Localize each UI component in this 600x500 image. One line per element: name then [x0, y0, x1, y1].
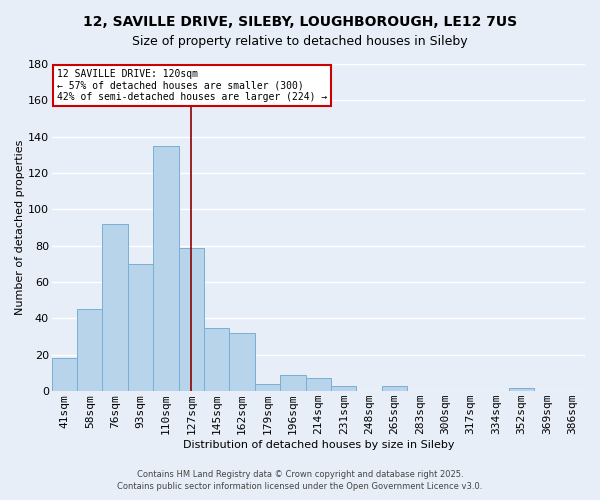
Bar	[128, 264, 153, 391]
Text: 12 SAVILLE DRIVE: 120sqm
← 57% of detached houses are smaller (300)
42% of semi-: 12 SAVILLE DRIVE: 120sqm ← 57% of detach…	[57, 69, 327, 102]
Bar	[77, 310, 103, 391]
Bar	[331, 386, 356, 391]
Bar	[382, 386, 407, 391]
Text: 12, SAVILLE DRIVE, SILEBY, LOUGHBOROUGH, LE12 7US: 12, SAVILLE DRIVE, SILEBY, LOUGHBOROUGH,…	[83, 15, 517, 29]
Bar	[305, 378, 331, 391]
Bar	[280, 375, 305, 391]
X-axis label: Distribution of detached houses by size in Sileby: Distribution of detached houses by size …	[182, 440, 454, 450]
Bar	[179, 248, 204, 391]
Bar	[103, 224, 128, 391]
Bar	[204, 328, 229, 391]
Bar	[229, 333, 255, 391]
Text: Size of property relative to detached houses in Sileby: Size of property relative to detached ho…	[132, 35, 468, 48]
Y-axis label: Number of detached properties: Number of detached properties	[15, 140, 25, 316]
Bar	[52, 358, 77, 391]
Text: Contains HM Land Registry data © Crown copyright and database right 2025.
Contai: Contains HM Land Registry data © Crown c…	[118, 470, 482, 491]
Bar	[255, 384, 280, 391]
Bar	[153, 146, 179, 391]
Bar	[509, 388, 534, 391]
